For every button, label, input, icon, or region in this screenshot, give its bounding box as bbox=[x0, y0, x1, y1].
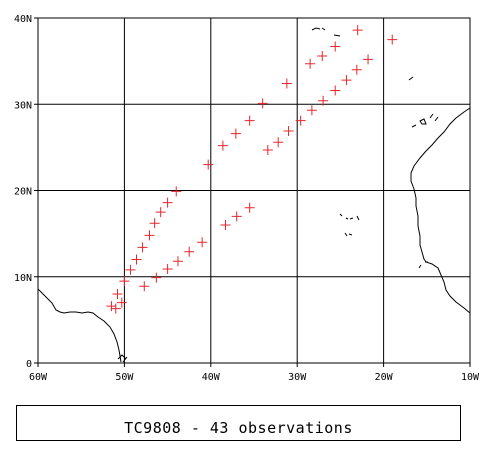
x-tick-label: 10W bbox=[461, 372, 480, 383]
observation-marker bbox=[119, 276, 130, 287]
y-tick-label: 10N bbox=[14, 273, 32, 284]
observation-marker bbox=[162, 197, 173, 208]
madeira-island bbox=[408, 76, 414, 81]
observation-marker bbox=[220, 220, 231, 230]
x-tick-label: 40W bbox=[202, 372, 221, 383]
y-tick-label: 20N bbox=[14, 187, 32, 198]
y-tick-label: 0 bbox=[26, 359, 32, 370]
observation-marker bbox=[231, 211, 242, 222]
observation-marker bbox=[171, 186, 182, 197]
observation-marker bbox=[305, 58, 316, 69]
observation-marker bbox=[306, 105, 317, 116]
observation-marker bbox=[351, 64, 362, 75]
observation-marker bbox=[110, 303, 121, 314]
observation-marker bbox=[217, 140, 228, 151]
observation-marker bbox=[262, 144, 273, 155]
axis-ticks: 60W 50W 40W 30W 20W 10W 0 10N 20N 30N 40N bbox=[14, 14, 480, 383]
observation-marker bbox=[112, 289, 123, 299]
observation-marker bbox=[162, 263, 173, 274]
caption-text: TC9808 - 43 observations bbox=[124, 419, 353, 437]
x-tick-label: 60W bbox=[29, 372, 48, 383]
observation-marker bbox=[184, 246, 195, 257]
observation-marker bbox=[151, 272, 162, 283]
observation-marker bbox=[295, 115, 306, 126]
x-tick-label: 50W bbox=[115, 372, 134, 383]
x-tick-label: 20W bbox=[375, 372, 394, 383]
canary-islands bbox=[411, 113, 439, 128]
bissagos-islands bbox=[418, 261, 428, 269]
observation-marker bbox=[387, 34, 398, 45]
observation-marker bbox=[155, 207, 166, 218]
observation-marker bbox=[330, 85, 341, 96]
x-tick-label: 30W bbox=[288, 372, 307, 383]
observation-marker bbox=[197, 237, 208, 248]
observation-marker bbox=[125, 264, 136, 275]
caption-box: TC9808 - 43 observations bbox=[16, 405, 461, 441]
observation-marker bbox=[352, 25, 363, 36]
azores-islands bbox=[311, 27, 341, 37]
grid-lines bbox=[38, 18, 470, 363]
y-tick-label: 30N bbox=[14, 100, 32, 111]
amazon-mouth-islands bbox=[117, 354, 128, 363]
observation-marker bbox=[318, 95, 329, 106]
observation-marker bbox=[244, 115, 255, 126]
y-tick-label: 40N bbox=[14, 14, 32, 25]
observation-marker bbox=[172, 256, 183, 267]
observation-marker bbox=[144, 230, 155, 241]
observation-marker bbox=[203, 159, 214, 170]
observation-marker bbox=[257, 98, 268, 109]
south-america-coast bbox=[37, 288, 122, 363]
observation-marker bbox=[139, 281, 150, 292]
observation-marker bbox=[341, 75, 352, 86]
observation-marker bbox=[137, 242, 148, 253]
observation-markers bbox=[106, 25, 398, 314]
observation-marker bbox=[281, 78, 292, 89]
observation-marker bbox=[330, 41, 341, 52]
observation-marker bbox=[131, 254, 142, 265]
observation-marker bbox=[116, 297, 127, 308]
observation-marker bbox=[283, 125, 294, 136]
cape-verde-islands bbox=[339, 213, 360, 237]
observation-marker bbox=[317, 50, 328, 61]
observation-marker bbox=[273, 137, 284, 148]
observation-marker bbox=[230, 128, 241, 139]
observation-marker bbox=[106, 301, 117, 312]
observation-marker bbox=[244, 202, 255, 213]
coastlines bbox=[37, 27, 471, 363]
observation-marker bbox=[149, 218, 160, 229]
africa-coast bbox=[410, 107, 471, 314]
observation-marker bbox=[363, 54, 374, 65]
